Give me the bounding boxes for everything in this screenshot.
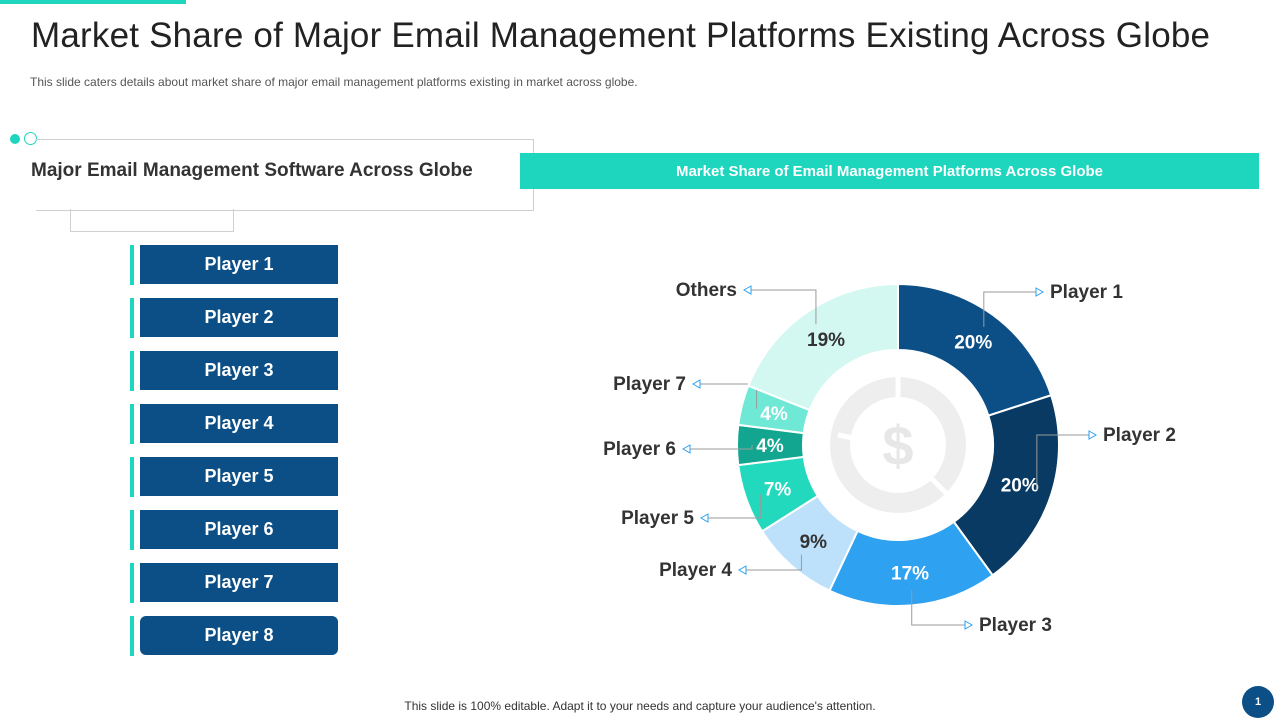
slice-value-label: 4%: [760, 404, 788, 425]
player-row: Player 7: [130, 563, 339, 603]
pointer-icon: [1035, 287, 1045, 297]
donut-slice: [952, 393, 1060, 577]
page-subtitle: This slide caters details about market s…: [30, 75, 638, 89]
player-button-3[interactable]: Player 3: [140, 351, 338, 390]
pointer-icon: [699, 513, 709, 523]
slice-value-label: 17%: [891, 563, 929, 584]
leader-line: [690, 445, 753, 450]
player-row: Player 2: [130, 298, 339, 338]
player-accent: [130, 351, 134, 391]
leader-line: [746, 554, 802, 571]
top-accent-bar: [0, 0, 186, 4]
player-accent: [130, 510, 134, 550]
slice-category-label: Player 7: [613, 374, 686, 395]
slice-category-label: Player 1: [1050, 282, 1123, 303]
slice-value-label: 19%: [807, 330, 845, 351]
dollar-ring-gap: [908, 455, 960, 507]
pointer-icon: [964, 620, 974, 630]
player-accent: [130, 298, 134, 338]
player-row: Player 8: [130, 616, 339, 656]
player-list: Player 1 Player 2 Player 3 Player 4 Play…: [130, 245, 339, 669]
player-accent: [130, 563, 134, 603]
slice-value-label: 9%: [800, 532, 828, 553]
player-button-5[interactable]: Player 5: [140, 457, 338, 496]
player-row: Player 3: [130, 351, 339, 391]
slice-value-label: 20%: [1001, 476, 1039, 497]
slice-category-label: Others: [676, 280, 737, 301]
player-accent: [130, 245, 134, 285]
player-accent: [130, 457, 134, 497]
player-row: Player 5: [130, 457, 339, 497]
dollar-ring-gap: [837, 432, 859, 442]
slice-category-label: Player 3: [979, 615, 1052, 636]
list-connector: [70, 209, 234, 232]
player-row: Player 1: [130, 245, 339, 285]
slice-value-label: 7%: [764, 479, 792, 500]
player-button-2[interactable]: Player 2: [140, 298, 338, 337]
page-title: Market Share of Major Email Management P…: [31, 16, 1211, 55]
pointer-icon: [681, 444, 691, 454]
leader-line: [751, 289, 817, 325]
donut-slice: [747, 282, 899, 412]
player-button-8[interactable]: Player 8: [140, 616, 338, 655]
slice-category-label: Player 5: [621, 508, 694, 529]
footer-note: This slide is 100% editable. Adapt it to…: [404, 699, 876, 713]
player-button-7[interactable]: Player 7: [140, 563, 338, 602]
page-number: 1: [1242, 686, 1274, 718]
slice-category-label: Player 6: [603, 439, 676, 460]
dot-ring-icon: [24, 132, 37, 145]
player-row: Player 4: [130, 404, 339, 444]
player-button-6[interactable]: Player 6: [140, 510, 338, 549]
left-panel-heading: Major Email Management Software Across G…: [31, 160, 473, 181]
player-accent: [130, 404, 134, 444]
leader-line: [708, 494, 762, 519]
slice-value-label: 4%: [756, 436, 784, 457]
player-accent: [130, 616, 134, 656]
slice-category-label: Player 4: [659, 560, 732, 581]
player-button-1[interactable]: Player 1: [140, 245, 338, 284]
donut-chart: $20% Player 1 20% Player 2 17% Player 3 9% Play…: [603, 280, 1176, 636]
pointer-icon: [1088, 430, 1098, 440]
player-row: Player 6: [130, 510, 339, 550]
leader-line: [1036, 434, 1089, 491]
donut-slice: [897, 282, 1053, 417]
leader-line: [983, 291, 1036, 327]
pointer-icon: [691, 379, 701, 389]
slice-category-label: Player 2: [1103, 425, 1176, 446]
slice-value-label: 20%: [954, 332, 992, 353]
dollar-icon: $: [882, 414, 913, 477]
player-button-4[interactable]: Player 4: [140, 404, 338, 443]
chart-header: Market Share of Email Management Platfor…: [520, 153, 1259, 189]
pointer-icon: [737, 565, 747, 575]
dot-filled-icon: [10, 134, 20, 144]
leader-line: [911, 590, 965, 626]
pointer-icon: [742, 285, 752, 295]
